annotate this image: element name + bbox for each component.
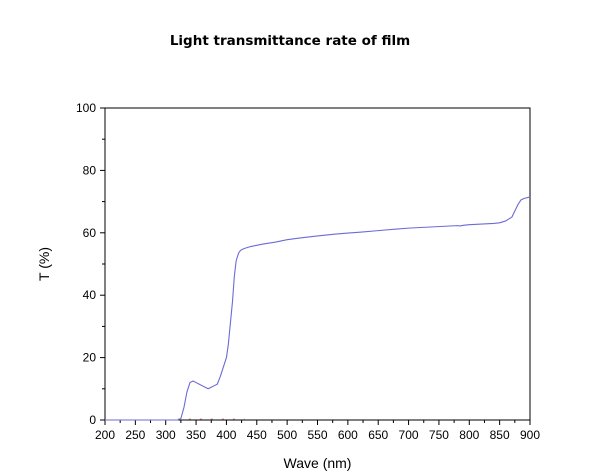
- series-line-0: [105, 196, 531, 421]
- x-tick-label: 300: [156, 428, 176, 442]
- x-tick-label: 800: [459, 428, 479, 442]
- x-tick-label: 400: [216, 428, 236, 442]
- y-tick-label: 100: [76, 101, 96, 115]
- x-tick-label: 750: [429, 428, 449, 442]
- x-tick-label: 350: [186, 428, 206, 442]
- x-tick-label: 500: [277, 428, 297, 442]
- chart-title: Light transmittance rate of film: [169, 33, 411, 49]
- x-tick-label: 450: [247, 428, 267, 442]
- y-tick-label: 0: [89, 413, 96, 427]
- y-tick-label: 20: [83, 351, 97, 365]
- x-tick-label: 700: [399, 428, 419, 442]
- plot-area: 200 250 300 350 400 450 500 550 600 650 700 750 800 8…: [36, 101, 540, 471]
- x-tick-label: 650: [368, 428, 388, 442]
- y-tick-label: 40: [83, 288, 97, 302]
- x-tick-label: 600: [338, 428, 358, 442]
- x-tick-label: 550: [307, 428, 327, 442]
- y-tick-label: 60: [83, 226, 97, 240]
- x-axis-title: Wave (nm): [284, 455, 352, 471]
- y-tick-label: 80: [83, 163, 97, 177]
- x-tick-label: 250: [125, 428, 145, 442]
- plot-frame: [104, 107, 531, 421]
- x-tick-label: 850: [490, 428, 510, 442]
- y-axis-title: T (%): [36, 247, 52, 281]
- x-tick-label: 900: [520, 428, 540, 442]
- x-tick-label: 200: [95, 428, 115, 442]
